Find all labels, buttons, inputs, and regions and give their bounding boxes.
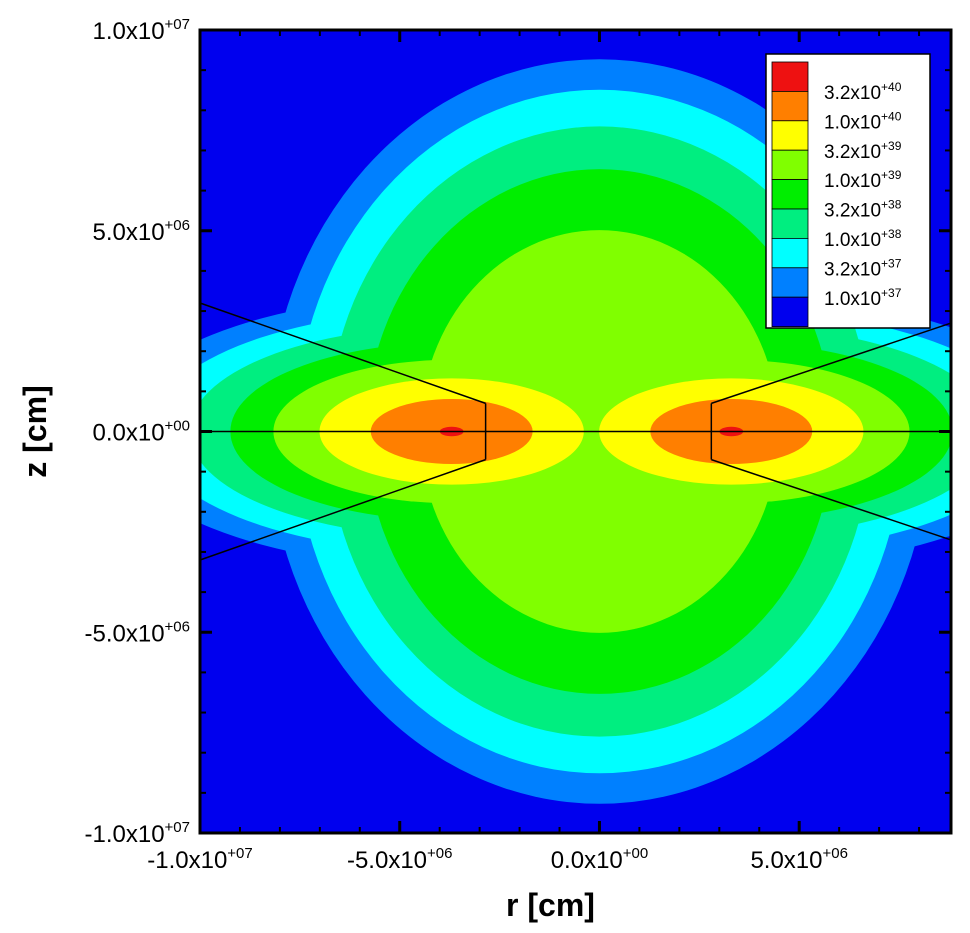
wedge-lower-line: [711, 458, 952, 541]
x-tick-label: 0.0x10+00: [551, 845, 649, 874]
axes: -1.0x10+07 -5.0x10+06 0.0x10+00 5.0x10+06 1.…: [84, 16, 953, 874]
x-tick-label: 5.0x10+06: [750, 845, 848, 874]
legend-swatch: [771, 296, 809, 328]
legend-swatch: [771, 208, 809, 239]
legend-swatch: [771, 120, 809, 151]
wedge-lower-line: [199, 458, 486, 561]
legend-label: 3.2x10+38: [824, 198, 902, 222]
plot-area: [200, 30, 951, 833]
overlay-lines: [199, 302, 952, 561]
legend-label: 1.0x10+40: [824, 109, 902, 133]
legend-label: 1.0x10+39: [824, 168, 902, 192]
legend-label: 1.0x10+38: [824, 227, 902, 251]
x-axis-label: r [cm]: [506, 887, 595, 923]
x-tick-label: -1.0x10+07: [147, 845, 253, 874]
legend-swatch: [771, 237, 809, 269]
legend-swatch: [771, 149, 809, 180]
legend-swatch: [771, 267, 809, 298]
y-tick-label: -1.0x10+07: [84, 819, 190, 848]
legend: 3.2x10+40 1.0x10+40 3.2x10+39 1.0x10+39 3.2x…: [765, 53, 931, 329]
legend-label: 3.2x10+37: [824, 256, 902, 280]
x-tick-label: -5.0x10+06: [347, 845, 453, 874]
legend-label: 3.2x10+40: [824, 80, 902, 104]
legend-label: 1.0x10+37: [824, 286, 902, 310]
wedge-upper-line: [199, 302, 486, 405]
legend-swatch: [771, 91, 809, 122]
y-tick-label: 0.0x10+00: [92, 418, 190, 447]
wedge-upper-line: [711, 322, 952, 405]
y-tick-label: 1.0x10+07: [92, 16, 190, 45]
legend-swatch: [771, 61, 809, 92]
y-axis-label: z [cm]: [17, 385, 53, 477]
legend-swatch: [771, 179, 809, 210]
legend-label: 3.2x10+39: [824, 139, 902, 163]
y-tick-label: -5.0x10+06: [84, 618, 190, 647]
y-tick-label: 5.0x10+06: [92, 217, 190, 246]
